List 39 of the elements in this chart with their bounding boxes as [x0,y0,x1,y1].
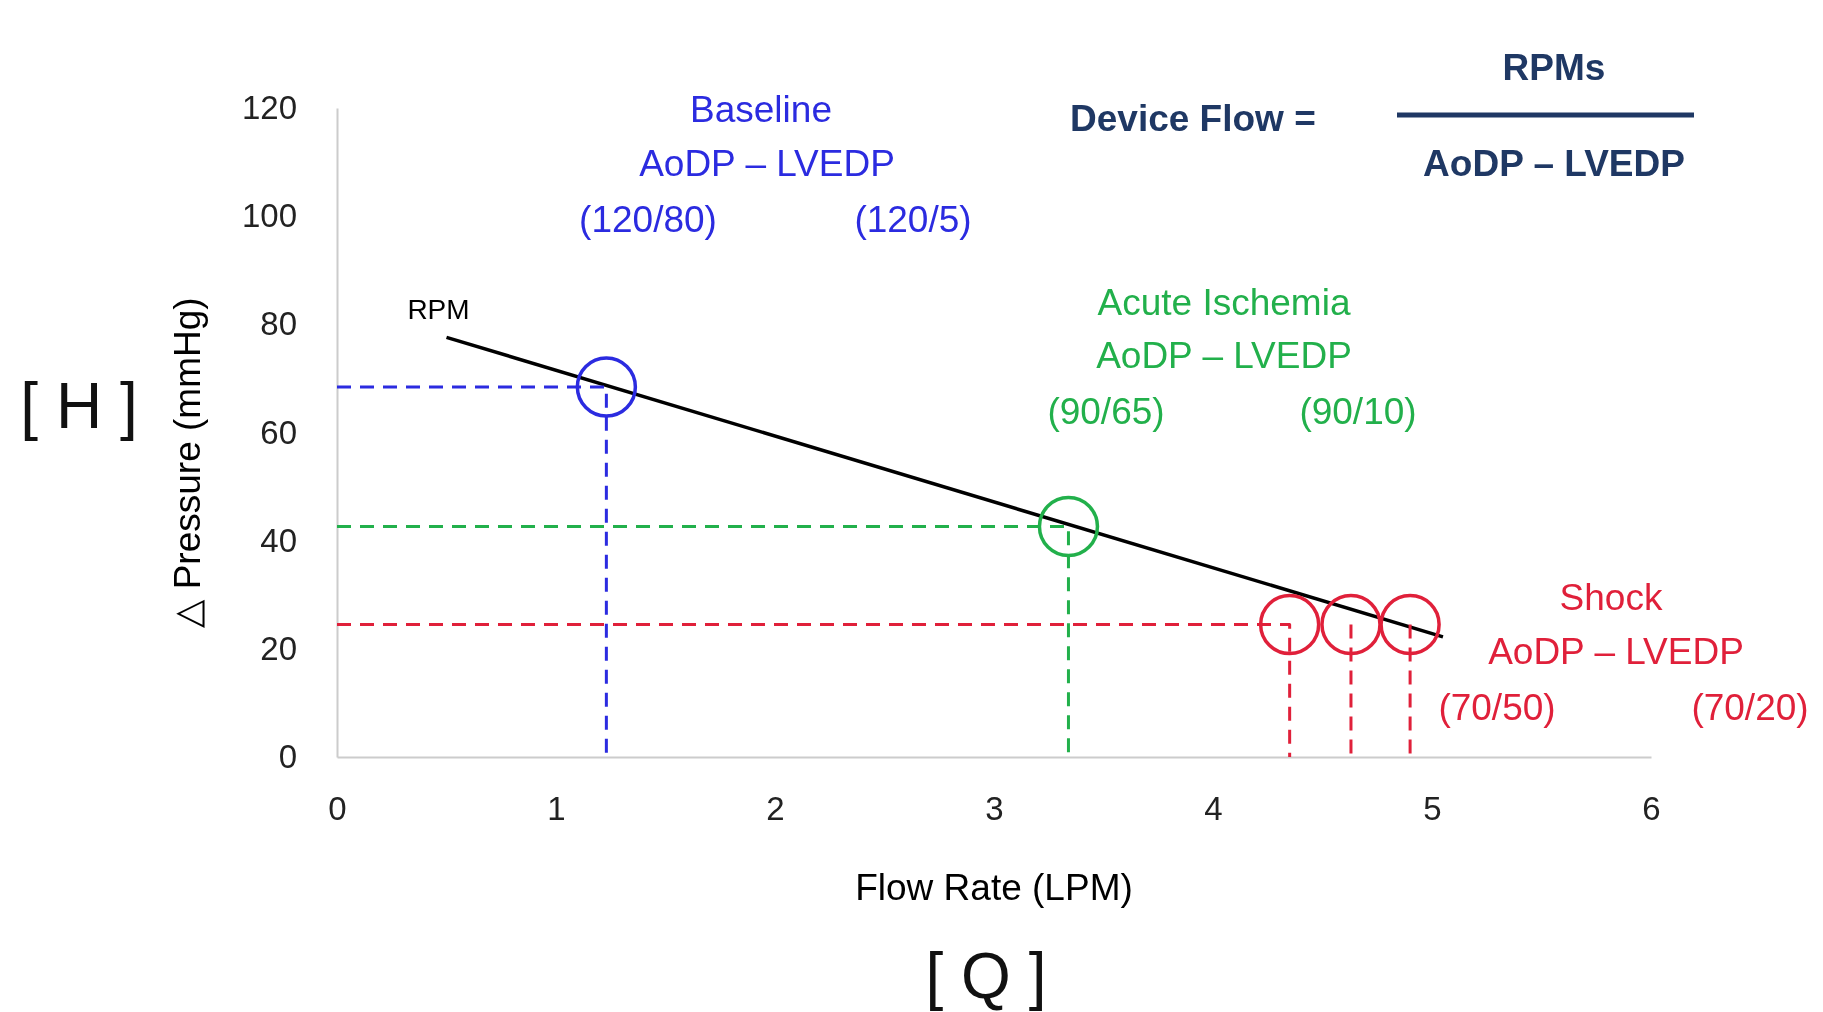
text: [ H ] [20,370,138,442]
x-tick-label: 4 [1204,790,1223,828]
annotation: Baseline [690,89,832,130]
text: RPMs [1502,47,1606,88]
x-tick-label: 1 [547,790,566,828]
annotation: (70/50) [1438,687,1556,728]
point [1379,593,1441,656]
annotation: Acute Ischemia [1097,282,1351,323]
x-tick-label: 6 [1642,790,1661,828]
point [1258,593,1321,656]
y-tick-label: 0 [278,738,297,776]
annotation: AoDP – LVEDP [1096,335,1352,376]
point [575,356,638,418]
annotation: Device Flow = [1070,98,1316,139]
y-tick-label: 20 [260,629,297,667]
series-label: RPM [407,294,470,326]
annotation: AoDP – LVEDP [1488,631,1744,672]
x-tick-label: 3 [985,790,1004,828]
x-tick-label: 2 [766,790,785,828]
annotation: AoDP – LVEDP [1423,143,1685,184]
point [1320,593,1382,656]
text: (70/20) [1691,687,1809,728]
annotation: (90/10) [1299,391,1417,432]
x-tick-label: 5 [1423,790,1442,828]
annotation: (120/80) [579,199,717,240]
y-axis-title: △ Pressure (mmHg) [167,297,208,628]
point [1037,495,1100,558]
annotation: Shock [1559,577,1663,618]
annotation: AoDP – LVEDP [639,143,895,184]
x-axis-title: Flow Rate (LPM) [855,867,1133,908]
y-tick-label: 100 [241,197,297,235]
y-tick-label: 80 [260,305,297,343]
y-tick-label: 40 [260,521,297,559]
y-tick-label: 60 [260,413,297,451]
y-tick-label: 120 [241,89,297,127]
text: [ Q ] [925,940,1047,1012]
x-tick-label: 0 [328,790,347,828]
annotation: (90/65) [1047,391,1165,432]
annotation: (120/5) [854,199,972,240]
